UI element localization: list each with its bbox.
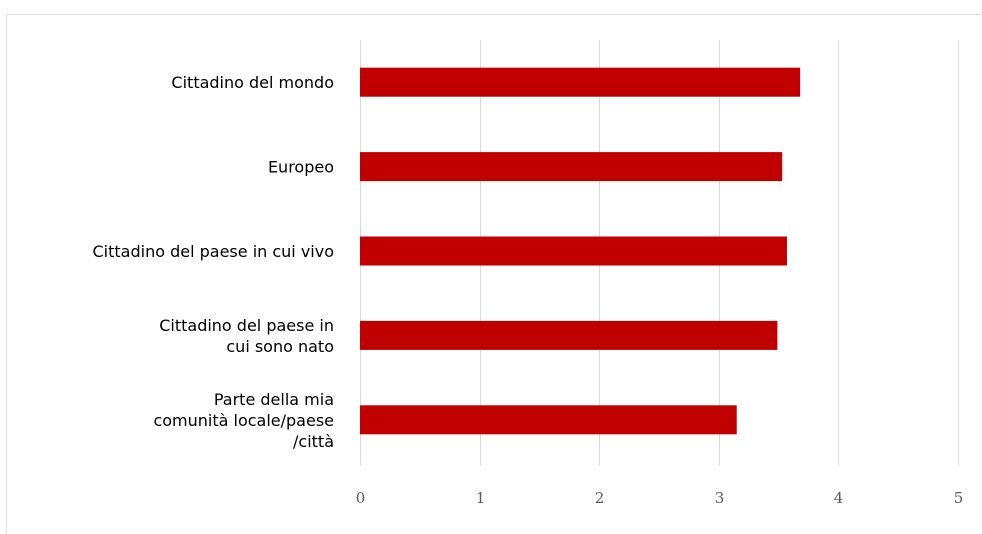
category-label: Cittadino del paese in bbox=[159, 316, 334, 335]
x-tick-label: 1 bbox=[476, 489, 486, 507]
category-labels: Cittadino del mondo Europeo Cittadino del … bbox=[93, 73, 335, 451]
bars bbox=[360, 67, 801, 435]
category-label: Cittadino del mondo bbox=[171, 73, 334, 92]
category-label: Parte della mia bbox=[214, 390, 334, 409]
x-tick-label: 5 bbox=[954, 489, 964, 507]
bar bbox=[360, 320, 778, 350]
bar bbox=[360, 67, 801, 97]
x-tick-label: 0 bbox=[356, 489, 366, 507]
category-label: /città bbox=[293, 432, 334, 451]
x-tick-label: 3 bbox=[715, 489, 725, 507]
x-tick-label: 4 bbox=[834, 489, 844, 507]
category-label: cui sono nato bbox=[226, 337, 334, 356]
chart-frame bbox=[6, 14, 981, 534]
x-tick-labels: 0 1 2 3 4 5 bbox=[356, 489, 964, 507]
bar bbox=[360, 405, 737, 435]
category-label: Europeo bbox=[268, 158, 334, 177]
category-label: comunità locale/paese bbox=[153, 411, 334, 430]
category-label: Cittadino del paese in cui vivo bbox=[93, 242, 335, 261]
x-tick-label: 2 bbox=[595, 489, 605, 507]
bar bbox=[360, 152, 783, 182]
bar bbox=[360, 236, 787, 266]
